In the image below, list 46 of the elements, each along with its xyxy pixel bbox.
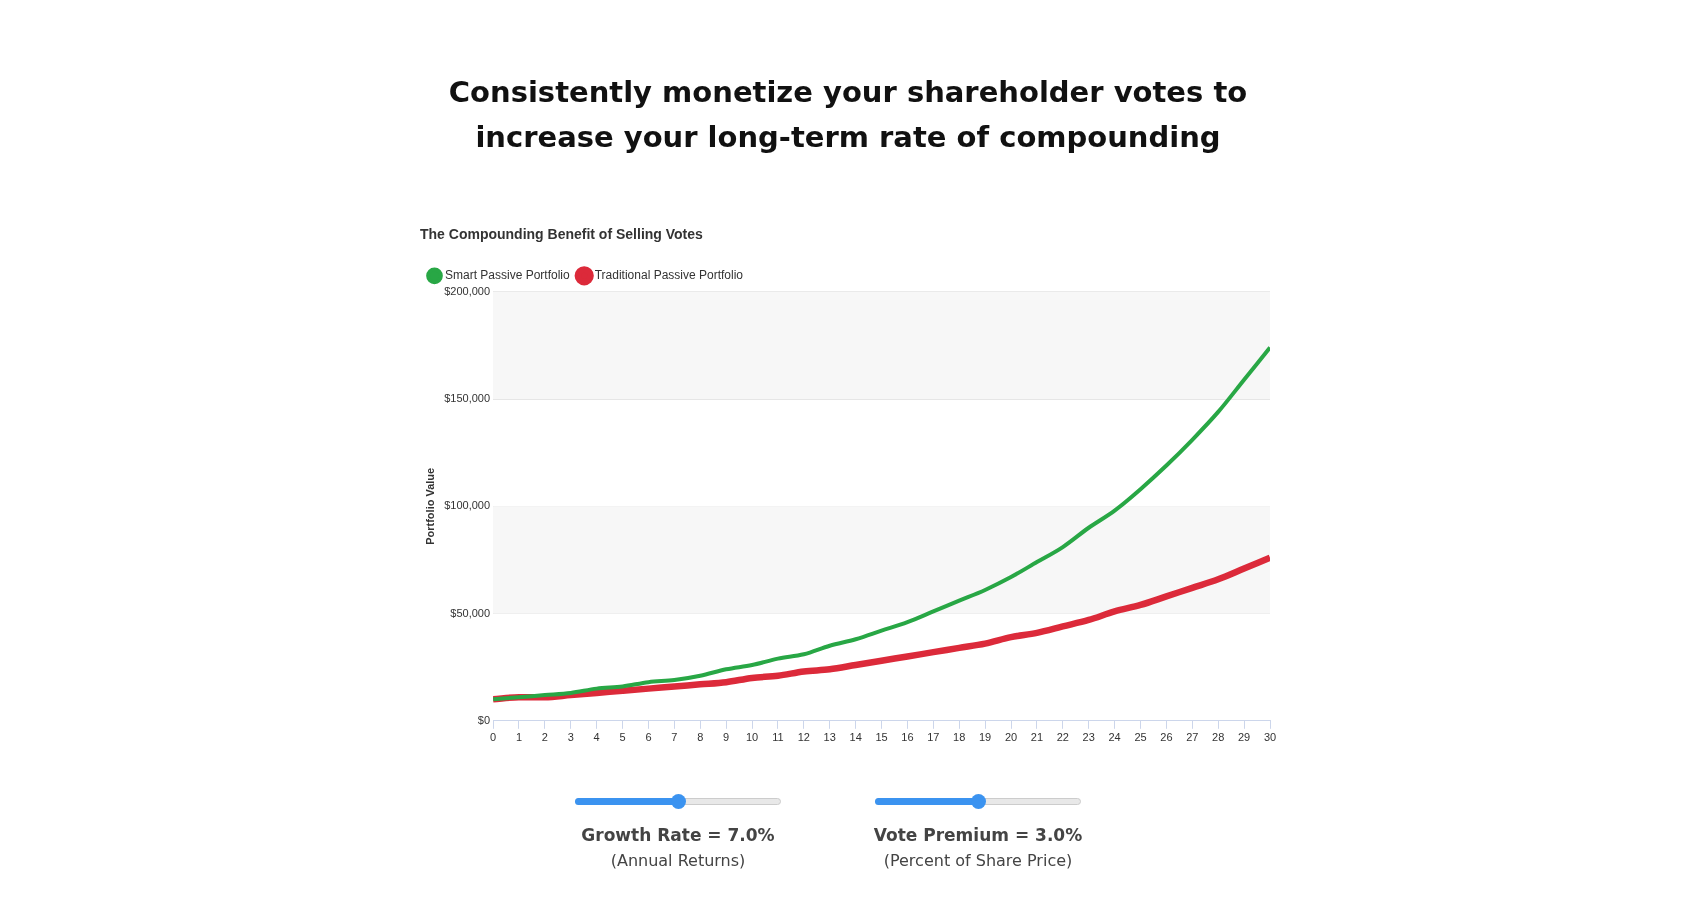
- y-tick-label: $0: [477, 713, 491, 726]
- x-tick-label: 15: [875, 731, 888, 744]
- x-tick-label: 21: [1030, 731, 1044, 744]
- x-tick-label: 26: [1160, 731, 1173, 744]
- legend-label: Traditional Passive Portfolio: [594, 268, 744, 283]
- chart-subtitle: The Compounding Benefit of Selling Votes: [420, 226, 704, 243]
- x-tick-label: 4: [593, 731, 600, 744]
- x-tick-label: 3: [567, 731, 574, 744]
- x-tick-label: 20: [1004, 731, 1018, 744]
- x-tick-label: 22: [1056, 731, 1069, 744]
- legend-label: Smart Passive Portfolio: [445, 268, 571, 283]
- text: Growth Rate = 7.0%: [580, 825, 776, 845]
- text: (Annual Returns): [609, 851, 747, 870]
- x-tick-label: 29: [1237, 731, 1251, 744]
- x-tick-label: 9: [723, 731, 730, 744]
- x-tick-label: 1: [515, 731, 523, 744]
- y-tick-label: $150,000: [444, 392, 491, 405]
- x-tick-label: 7: [671, 731, 678, 744]
- x-tick-label: 28: [1212, 731, 1225, 744]
- x-tick-label: 27: [1186, 731, 1199, 744]
- text: (Percent of Share Price): [882, 851, 1074, 870]
- x-tick-label: 2: [541, 731, 548, 744]
- x-tick-label: 0: [490, 731, 497, 744]
- line-series: [493, 345, 1270, 702]
- x-tick-label: 18: [953, 731, 966, 744]
- x-tick-label: 23: [1082, 731, 1095, 744]
- x-tick-label: 25: [1134, 731, 1147, 744]
- x-tick-label: 14: [849, 731, 862, 744]
- x-tick-label: 24: [1108, 731, 1121, 744]
- x-tick-label: 30: [1263, 731, 1277, 744]
- text: Vote Premium = 3.0%: [872, 825, 1084, 845]
- x-tick-label: 17: [927, 731, 940, 744]
- x-tick-label: 19: [979, 731, 992, 744]
- x-tick-label: 11: [772, 731, 784, 744]
- x-tick-label: 12: [797, 731, 810, 744]
- chart-title: Consistently monetize your shareholder votes to increase your long-term rate of compounding: [447, 74, 1249, 156]
- y-tick-label: $100,000: [444, 499, 491, 512]
- x-tick-label: 5: [619, 731, 626, 744]
- y-axis-title: Portfolio Value: [423, 467, 436, 545]
- y-tick-label: $200,000: [444, 284, 491, 297]
- x-tick-label: 13: [823, 731, 836, 744]
- x-tick-label: 10: [745, 731, 759, 744]
- x-tick-label: 6: [645, 731, 652, 744]
- y-tick-label: $50,000: [450, 606, 491, 619]
- x-tick-label: 8: [697, 731, 704, 744]
- x-tick-label: 16: [901, 731, 914, 744]
